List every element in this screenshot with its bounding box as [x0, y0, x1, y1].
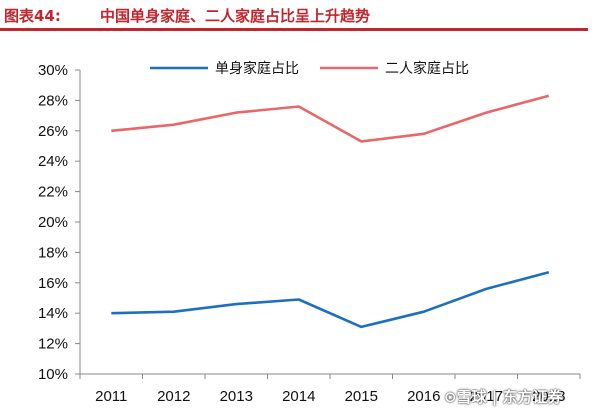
- legend-label-1: 单身家庭占比: [215, 60, 299, 77]
- x-tick-label: 2018: [532, 388, 565, 405]
- x-tick-label: 2017: [470, 388, 503, 405]
- y-tick-label: 14%: [38, 305, 68, 322]
- figure-header: 图表44: 中国单身家庭、二人家庭占比呈上升趋势: [0, 0, 588, 31]
- y-tick-label: 12%: [38, 336, 68, 353]
- watermark: ⊙雪球 | 东方证券: [444, 388, 563, 406]
- y-tick-label: 22%: [38, 184, 68, 201]
- x-tick-label: 2014: [282, 388, 315, 405]
- x-tick-label: 2012: [157, 388, 190, 405]
- y-tick-label: 30%: [38, 62, 68, 79]
- y-tick-label: 26%: [38, 123, 68, 140]
- x-tick-label: 2016: [407, 388, 440, 405]
- y-tick-label: 28%: [38, 92, 68, 109]
- x-tick-label: 2011: [95, 388, 127, 405]
- figure-label: 图表44:: [4, 7, 61, 25]
- x-tick-label: 2013: [220, 388, 253, 405]
- figure-title: 中国单身家庭、二人家庭占比呈上升趋势: [100, 7, 371, 25]
- y-tick-label: 18%: [38, 244, 68, 261]
- series-line-1: [111, 270, 550, 329]
- line-chart: 10% 12% 14% 16% 18% 20% 22% 24% 26% 28% 30% 2011 201…: [38, 60, 581, 405]
- y-tick-label: 24%: [38, 153, 68, 170]
- series-line-2: [111, 94, 550, 143]
- y-tick-label: 20%: [38, 214, 68, 231]
- legend-label-2: 二人家庭占比: [385, 60, 469, 77]
- y-tick-label: 10%: [38, 366, 68, 383]
- x-tick-label: 2015: [345, 388, 378, 405]
- y-tick-label: 16%: [38, 275, 68, 292]
